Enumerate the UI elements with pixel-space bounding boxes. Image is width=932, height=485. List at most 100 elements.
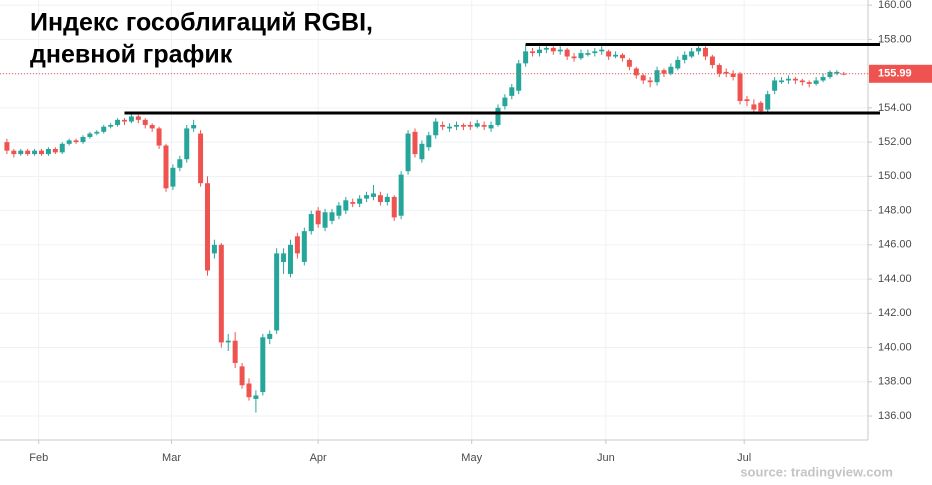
source: source: tradingview.com (740, 464, 893, 479)
candle-body (128, 116, 134, 122)
candle-body (38, 150, 44, 155)
candle-body (606, 51, 612, 57)
candle-body (792, 78, 798, 81)
candle-body (101, 126, 107, 132)
candle-body (702, 47, 708, 57)
candle-body (765, 94, 771, 110)
y-tick-label: 160.00 (878, 0, 912, 11)
candle-body (59, 143, 65, 153)
y-tick-label: 144.00 (878, 273, 912, 285)
candle-body (370, 193, 376, 197)
candle-body (827, 71, 833, 78)
candle-body (495, 107, 501, 125)
candle-body (315, 210, 321, 225)
candle-body (516, 63, 522, 91)
candle-body (661, 70, 667, 74)
candle-body (716, 65, 722, 74)
candle-body (225, 340, 231, 343)
candle-body (799, 80, 805, 83)
candle-body (287, 244, 293, 274)
candle-body (772, 80, 778, 91)
candle-body (87, 133, 93, 137)
candle-body (592, 51, 598, 54)
candle-body (412, 131, 418, 155)
candle-body (440, 124, 446, 127)
candle-body (564, 49, 570, 57)
candle-body (578, 53, 584, 59)
candle-body (281, 253, 287, 262)
candle-body (294, 236, 300, 254)
candle-body (647, 80, 653, 83)
candle-body (599, 49, 605, 52)
y-tick-label: 142.00 (878, 307, 912, 319)
candle-body (308, 214, 314, 232)
candle-body (626, 59, 632, 67)
candle-body (453, 124, 459, 127)
candle-body (536, 49, 542, 54)
candle-body (834, 71, 840, 74)
title-line: Индекс гособлигаций RGBI, (30, 9, 373, 37)
candle-body (11, 150, 17, 155)
candle-body (149, 124, 155, 129)
candle-body (557, 49, 563, 52)
candle-body (737, 73, 743, 102)
plot (4, 44, 847, 413)
candle-body (211, 244, 217, 254)
candle-body (613, 54, 619, 57)
candle-body (135, 116, 141, 120)
y-tick-label: 148.00 (878, 204, 912, 216)
candle-body (232, 340, 238, 363)
candle-body (156, 128, 162, 146)
candle-body (198, 133, 204, 184)
candle-body (571, 56, 577, 59)
candle-body (364, 195, 370, 199)
candle-body (45, 148, 51, 155)
candle-body (163, 145, 169, 189)
candle-body (779, 80, 785, 83)
candle-body (481, 124, 487, 127)
y-tick-label: 152.00 (878, 136, 912, 148)
x-tick-label: Jul (737, 452, 751, 464)
x-tick-label: Jun (597, 452, 615, 464)
last-price-box (869, 64, 932, 83)
candle-body (170, 167, 176, 187)
candle-body (4, 142, 10, 151)
candle-body (73, 140, 79, 143)
candle-body (239, 366, 245, 386)
candle-body (398, 174, 404, 216)
candle-body (218, 244, 224, 343)
candle-body (80, 136, 86, 143)
candle-body (184, 128, 190, 160)
candle-body (447, 126, 453, 129)
candle-body (204, 183, 210, 271)
candle-body (391, 196, 397, 218)
candle-body (467, 124, 473, 127)
candle-body (336, 205, 342, 216)
candle-body (177, 159, 183, 168)
candle-body (509, 87, 515, 96)
candle-body (433, 121, 439, 136)
candle-body (426, 135, 432, 148)
candle-body (18, 150, 24, 155)
candle-body (121, 119, 127, 122)
x-tick-label: Feb (29, 452, 48, 464)
y-tick-label: 140.00 (878, 341, 912, 353)
candle-body (820, 77, 826, 81)
candle-body (357, 198, 363, 204)
candle-body (550, 47, 556, 52)
candle-body (530, 51, 536, 54)
x-tick-label: Mar (162, 452, 181, 464)
candle-body (267, 333, 273, 339)
candle-body (329, 212, 335, 221)
y-tick-label: 146.00 (878, 239, 912, 251)
candle-body (668, 66, 674, 74)
candle-body (301, 231, 307, 262)
candle-body (633, 68, 639, 76)
candle-body (696, 47, 702, 52)
y-tick-label: 138.00 (878, 376, 912, 388)
candle-body (744, 99, 750, 102)
last-price-label: 155.99 (878, 68, 912, 80)
candle-body (405, 133, 411, 172)
